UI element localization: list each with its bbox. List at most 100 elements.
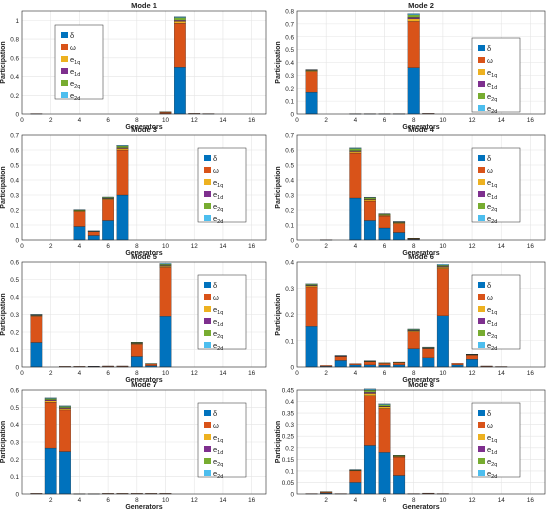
x-tick-label: 8 [135, 243, 139, 250]
legend-label-omega: ω [487, 293, 493, 302]
y-axis-label: Participation [275, 166, 282, 208]
chart-title: Mode 1 [131, 1, 157, 10]
x-tick-label: 14 [219, 117, 227, 124]
legend-label-delta: δ [487, 44, 491, 53]
legend-swatch-e1d [204, 191, 211, 197]
y-tick-label: 0.5 [285, 163, 294, 170]
bar-segment [334, 360, 347, 368]
x-tick-label: 10 [162, 370, 170, 377]
legend-swatch-e1q [204, 179, 211, 185]
bar-segment [363, 395, 376, 446]
x-tick-label: 8 [412, 243, 416, 250]
legend-swatch-e1q [204, 434, 211, 440]
bar-segment [116, 148, 129, 151]
bar-segment [407, 17, 420, 19]
y-tick-label: 0.4 [10, 295, 19, 302]
x-tick-label: 6 [106, 243, 110, 250]
bar-segment [44, 398, 57, 401]
y-tick-label: 0.6 [10, 55, 19, 62]
bar-segment [159, 263, 172, 265]
y-tick-label: 0.4 [285, 60, 294, 67]
legend-subscript: 1d [491, 322, 497, 328]
bar-segment [44, 399, 57, 401]
legend-swatch-e2d [204, 470, 211, 476]
legend-subscript: 1q [217, 438, 223, 444]
chart-panel-3: 0 0.1 0.2 0.3 0.4 0.5 0.6 0.7 0 2 4 6 8 10 12 14 16 Mode … [0, 125, 267, 257]
x-tick-label: 16 [248, 243, 256, 250]
legend-subscript: 2q [74, 84, 80, 90]
y-tick-label: 0.8 [10, 37, 19, 44]
y-tick-label: 1 [15, 18, 19, 25]
bar-segment [363, 393, 376, 396]
y-tick-label: 0.5 [285, 47, 294, 54]
x-tick-label: 10 [439, 370, 447, 377]
bar-segment [436, 264, 449, 266]
legend-subscript: 2d [217, 219, 223, 225]
bar-segment [349, 151, 362, 154]
bar-segment [116, 149, 129, 196]
legend-label-e2q: e2q [70, 79, 80, 90]
bar-segment [59, 405, 71, 407]
y-axis-label: Participation [0, 293, 7, 335]
x-tick-label: 14 [219, 497, 227, 504]
legend-subscript: 1q [491, 310, 497, 316]
legend-swatch-e2d [478, 105, 485, 111]
legend-label-e2q: e2q [487, 329, 497, 340]
bar-segment [87, 235, 100, 241]
legend-label-e2q: e2q [213, 202, 223, 213]
bar-segment [73, 226, 86, 241]
y-tick-label: 0.3 [285, 422, 294, 429]
legend-subscript: 1d [217, 195, 223, 201]
y-tick-label: 0.5 [10, 163, 19, 170]
bar-segment [407, 328, 420, 330]
legend-swatch-delta [204, 155, 211, 161]
legend-label-e2d: e2d [487, 104, 497, 115]
x-axis-label: Generators [125, 124, 162, 131]
axes-box [21, 389, 267, 495]
y-tick-label: 0.1 [285, 338, 294, 345]
bar-segment [393, 475, 406, 495]
legend-subscript: 1d [491, 195, 497, 201]
bar-segment [466, 355, 479, 360]
legend-label-omega: ω [213, 166, 219, 175]
y-tick-label: 0.1 [285, 223, 294, 230]
y-tick-label: 0.35 [282, 411, 295, 418]
y-tick-label: 0.2 [285, 445, 294, 452]
legend-swatch-delta [204, 410, 211, 416]
legend-swatch-e1d [61, 68, 68, 74]
x-tick-label: 16 [527, 497, 535, 504]
bar-segment [378, 214, 391, 217]
legend-label-e1q: e1q [70, 55, 80, 66]
bar-segment [102, 197, 114, 199]
axes-box [296, 10, 546, 115]
bar-segment [44, 400, 57, 403]
bar-segment [59, 451, 71, 495]
legend-swatch-e2q [204, 458, 211, 464]
y-tick-label: 0.2 [10, 93, 19, 100]
x-axis-label: Generators [402, 250, 439, 257]
y-tick-label: 0.2 [285, 312, 294, 319]
bar-segment [59, 408, 71, 411]
bar-segment [305, 285, 318, 288]
y-tick-label: 0 [290, 365, 294, 372]
bar-segment [363, 199, 376, 202]
bar-segment [349, 148, 362, 151]
legend-label-omega: ω [70, 43, 76, 52]
legend-label-e1q: e1q [487, 178, 497, 189]
y-tick-label: 0.5 [10, 277, 19, 284]
legend-subscript: 1q [491, 73, 497, 79]
x-tick-label: 12 [191, 370, 199, 377]
x-tick-label: 4 [78, 243, 82, 250]
legend-subscript: 1d [491, 85, 497, 91]
x-tick-label: 2 [49, 117, 53, 124]
x-axis-label: Generators [402, 124, 439, 131]
bar-segment [73, 211, 86, 227]
legend-label-delta: δ [213, 409, 217, 418]
x-tick-label: 2 [49, 497, 53, 504]
y-axis-label: Participation [275, 41, 282, 83]
bar-segment [116, 145, 129, 147]
bar-segment [378, 408, 391, 453]
bar-segment [116, 365, 129, 367]
